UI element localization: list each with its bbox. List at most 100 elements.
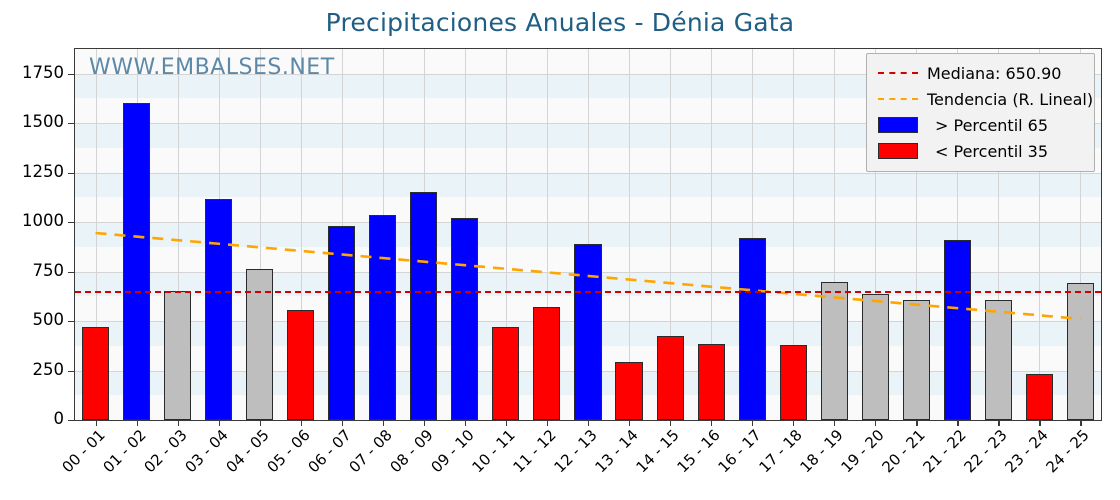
x-axis-tick — [1080, 420, 1082, 426]
x-axis-tick — [177, 420, 179, 426]
grid-line-v — [752, 49, 753, 420]
bar-21-22[interactable] — [943, 240, 971, 420]
grid-line-v — [260, 49, 261, 420]
bar-01-02[interactable] — [123, 102, 151, 420]
x-axis-tick — [998, 420, 1000, 426]
y-axis-tick-label: 1750 — [22, 62, 64, 82]
bar-24-25[interactable] — [1066, 283, 1094, 420]
legend-item-high-swatch[interactable]: > Percentil 65 — [875, 112, 1086, 138]
bar-17-18[interactable] — [779, 345, 807, 420]
x-axis-tick — [464, 420, 467, 426]
x-axis-tick — [711, 420, 713, 426]
x-axis-tick — [546, 420, 549, 426]
legend-swatch-icon — [878, 143, 918, 159]
y-axis-tick-label: 750 — [32, 260, 65, 280]
legend-key-swatch — [875, 143, 921, 159]
y-axis-tick-label: 1250 — [22, 161, 64, 181]
legend: Mediana: 650.90 Tendencia (R. Lineal) > Pe… — [866, 53, 1095, 172]
bar-20-21[interactable] — [902, 299, 930, 420]
grid-line-v — [96, 49, 97, 420]
grid-line-v — [998, 49, 999, 420]
legend-item-trend-line[interactable]: Tendencia (R. Lineal) — [875, 86, 1093, 112]
y-axis-tick — [68, 370, 74, 372]
x-axis-tick — [136, 420, 138, 426]
y-axis-tick — [68, 321, 74, 323]
grid-line-v — [711, 49, 712, 420]
y-axis-tick-label: 250 — [32, 359, 65, 379]
x-axis-tick — [259, 420, 261, 426]
bar-13-14[interactable] — [615, 362, 643, 420]
y-axis-tick — [68, 271, 74, 273]
y-axis-tick — [68, 172, 74, 174]
legend-item-label: > Percentil 65 — [935, 115, 1049, 135]
watermark: WWW.EMBALSES.NET — [89, 55, 335, 80]
y-axis-tick-label: 500 — [32, 310, 65, 330]
x-axis-tick — [382, 420, 384, 426]
x-axis-tick — [341, 420, 343, 426]
legend-key-swatch — [875, 117, 921, 133]
legend-item-low-swatch[interactable]: < Percentil 35 — [875, 138, 1086, 164]
legend-dash-icon — [878, 72, 918, 74]
bar-11-12[interactable] — [533, 306, 561, 420]
x-axis-tick — [875, 420, 877, 426]
legend-item-label: Tendencia (R. Lineal) — [927, 89, 1094, 109]
x-axis-tick — [505, 420, 508, 426]
y-axis-tick-label: 1000 — [22, 211, 64, 231]
grid-line-v — [957, 49, 958, 420]
grid-line-v — [875, 49, 876, 420]
x-axis-tick — [957, 420, 959, 426]
grid-line-v — [1080, 49, 1081, 420]
legend-key-line — [875, 98, 921, 100]
legend-item-median-line[interactable]: Mediana: 650.90 — [875, 60, 1086, 86]
legend-swatch-icon — [878, 117, 918, 133]
y-axis-tick-label: 1500 — [22, 112, 64, 132]
grid-line-v — [834, 49, 835, 420]
bar-07-08[interactable] — [369, 215, 397, 420]
x-axis-tick — [793, 420, 795, 426]
trend-line — [95, 231, 1081, 321]
bar-05-06[interactable] — [287, 309, 315, 420]
grid-line-v — [629, 49, 630, 420]
legend-dash-icon — [878, 98, 918, 100]
grid-line-v — [178, 49, 179, 420]
grid-line-v — [588, 49, 589, 420]
grid-line-v — [547, 49, 548, 420]
bar-22-23[interactable] — [984, 300, 1012, 420]
grid-line-v — [916, 49, 917, 420]
x-axis-tick — [588, 420, 590, 426]
bar-04-05[interactable] — [246, 268, 274, 420]
x-axis-tick — [218, 420, 220, 426]
y-axis-tick — [68, 123, 74, 125]
bar-12-13[interactable] — [574, 244, 602, 420]
bar-14-15[interactable] — [656, 336, 684, 420]
bar-19-20[interactable] — [861, 293, 889, 420]
grid-line-v — [670, 49, 671, 420]
x-axis-tick — [300, 420, 302, 426]
y-axis-tick-label: 0 — [53, 409, 65, 428]
x-axis-tick — [670, 420, 672, 426]
x-axis-tick — [834, 420, 836, 426]
bar-18-19[interactable] — [820, 281, 848, 420]
bar-09-10[interactable] — [451, 217, 479, 420]
bar-16-17[interactable] — [738, 237, 766, 420]
legend-key-line — [875, 72, 921, 74]
x-axis-tick — [916, 420, 918, 426]
grid-line-v — [793, 49, 794, 420]
bar-06-07[interactable] — [328, 226, 356, 420]
y-axis-tick — [68, 420, 74, 422]
bar-08-09[interactable] — [410, 192, 438, 420]
bar-00-01[interactable] — [81, 327, 110, 420]
legend-item-label: Mediana: 650.90 — [927, 63, 1062, 83]
bar-02-03[interactable] — [164, 291, 192, 420]
x-axis-tick — [629, 420, 631, 426]
x-axis-tick — [423, 420, 426, 426]
legend-item-label: < Percentil 35 — [935, 141, 1049, 161]
y-axis-tick — [68, 222, 74, 224]
page-title: Precipitaciones Anuales - Dénia Gata — [325, 8, 795, 37]
bar-03-04[interactable] — [205, 198, 233, 420]
bar-10-11[interactable] — [492, 326, 520, 420]
bar-15-16[interactable] — [697, 343, 725, 420]
median-line — [75, 291, 1101, 294]
bar-23-24[interactable] — [1025, 373, 1053, 420]
